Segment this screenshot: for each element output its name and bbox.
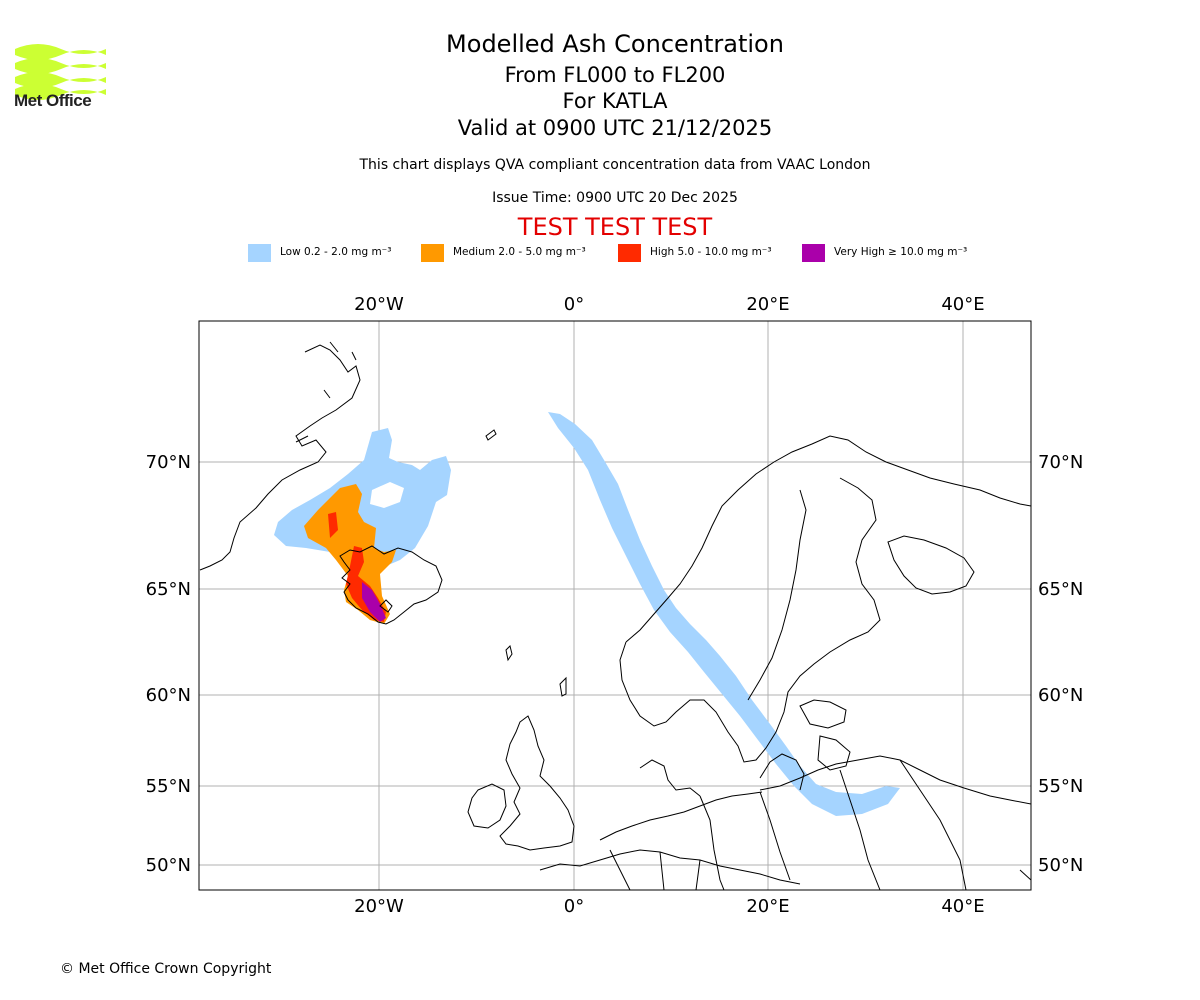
- legend-label-very-high: Very High ≥ 10.0 mg m⁻³: [834, 246, 968, 258]
- test-banner: TEST TEST TEST: [517, 213, 713, 241]
- lat-label-right-65n: 65°N: [1038, 579, 1083, 600]
- legend-label-low: Low 0.2 - 2.0 mg m⁻³: [280, 246, 392, 258]
- lon-label-top-40e: 40°E: [941, 294, 984, 315]
- lon-label-bottom-20e: 20°E: [746, 896, 789, 917]
- legend-swatch-medium: [421, 244, 444, 262]
- gridlines: [199, 321, 1031, 890]
- lat-label-right-70n: 70°N: [1038, 452, 1083, 473]
- legend-label-medium: Medium 2.0 - 5.0 mg m⁻³: [453, 246, 586, 258]
- issue-time: Issue Time: 0900 UTC 20 Dec 2025: [492, 190, 738, 206]
- map-frame: [198, 320, 1032, 891]
- ash-area-medium: [304, 484, 396, 624]
- coastlines: [199, 341, 1031, 890]
- copyright: © Met Office Crown Copyright: [60, 961, 272, 977]
- lat-label-left-65n: 65°N: [146, 579, 191, 600]
- lat-label-left-50n: 50°N: [146, 855, 191, 876]
- lon-label-bottom-40e: 40°E: [941, 896, 984, 917]
- lat-label-left-70n: 70°N: [146, 452, 191, 473]
- lon-label-bottom-0: 0°: [564, 896, 584, 917]
- valid-time: Valid at 0900 UTC 21/12/2025: [457, 116, 773, 140]
- chart-title: Modelled Ash Concentration: [446, 30, 784, 58]
- ash-gap: [370, 482, 404, 508]
- legend-swatch-high: [618, 244, 641, 262]
- lat-label-left-60n: 60°N: [146, 685, 191, 706]
- legend-label-high: High 5.0 - 10.0 mg m⁻³: [650, 246, 772, 258]
- lon-label-top-0: 0°: [564, 294, 584, 315]
- chart-description: This chart displays QVA compliant concen…: [359, 157, 871, 173]
- logo-text: Met Office: [14, 91, 92, 110]
- lon-label-top-20e: 20°E: [746, 294, 789, 315]
- legend-swatch-very-high: [802, 244, 825, 262]
- lon-label-top-20w: 20°W: [354, 294, 404, 315]
- lon-label-bottom-20w: 20°W: [354, 896, 404, 917]
- volcano-name: For KATLA: [562, 89, 668, 113]
- legend-swatch-low: [248, 244, 271, 262]
- ash-area-very-high: [362, 582, 386, 622]
- lat-label-left-55n: 55°N: [146, 776, 191, 797]
- lat-label-right-60n: 60°N: [1038, 685, 1083, 706]
- met-office-logo: [15, 44, 106, 100]
- lat-label-right-50n: 50°N: [1038, 855, 1083, 876]
- lat-label-right-55n: 55°N: [1038, 776, 1083, 797]
- flight-levels: From FL000 to FL200: [504, 63, 726, 87]
